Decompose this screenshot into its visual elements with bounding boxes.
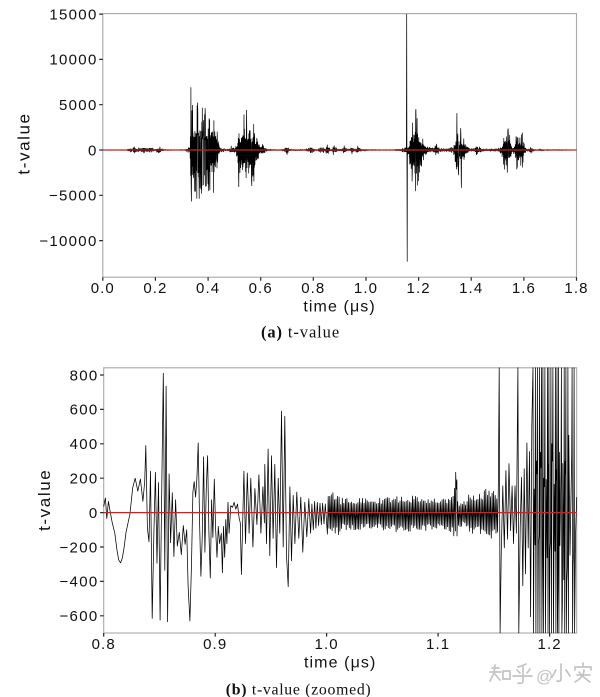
svg-text:−200: −200 [60, 539, 99, 556]
svg-text:1.2: 1.2 [407, 280, 431, 297]
svg-text:800: 800 [70, 367, 99, 384]
svg-text:200: 200 [70, 471, 99, 488]
svg-text:(b) t-value (zoomed): (b) t-value (zoomed) [226, 681, 372, 697]
svg-text:1.4: 1.4 [459, 280, 483, 297]
svg-text:time (μs): time (μs) [304, 654, 376, 671]
svg-text:1.2: 1.2 [538, 636, 562, 653]
svg-text:1.0: 1.0 [315, 636, 339, 653]
svg-text:0.8: 0.8 [92, 636, 116, 653]
svg-text:−400: −400 [60, 574, 99, 591]
svg-text:t-value: t-value [15, 112, 34, 174]
svg-text:time (μs): time (μs) [303, 299, 375, 316]
svg-text:400: 400 [70, 436, 99, 453]
svg-text:−600: −600 [60, 608, 99, 625]
svg-text:5000: 5000 [59, 97, 98, 114]
svg-text:600: 600 [70, 402, 99, 419]
svg-text:0.9: 0.9 [203, 636, 227, 653]
svg-text:10000: 10000 [49, 52, 97, 69]
svg-text:0.2: 0.2 [143, 280, 167, 297]
svg-text:−10000: −10000 [39, 233, 97, 250]
svg-text:15000: 15000 [49, 6, 97, 23]
svg-text:0.8: 0.8 [301, 280, 325, 297]
svg-text:1.1: 1.1 [426, 636, 450, 653]
svg-text:(a) t-value: (a) t-value [261, 322, 340, 341]
svg-text:−5000: −5000 [49, 188, 98, 205]
svg-text:1.8: 1.8 [564, 280, 588, 297]
svg-text:t-value: t-value [35, 469, 54, 531]
svg-text:1.6: 1.6 [512, 280, 536, 297]
svg-text:0.0: 0.0 [91, 280, 115, 297]
svg-text:0.6: 0.6 [249, 280, 273, 297]
svg-text:0.4: 0.4 [196, 280, 220, 297]
svg-text:@: @ [536, 667, 553, 686]
svg-text:0: 0 [89, 505, 99, 522]
svg-text:1.0: 1.0 [354, 280, 378, 297]
svg-text:0: 0 [88, 142, 98, 159]
